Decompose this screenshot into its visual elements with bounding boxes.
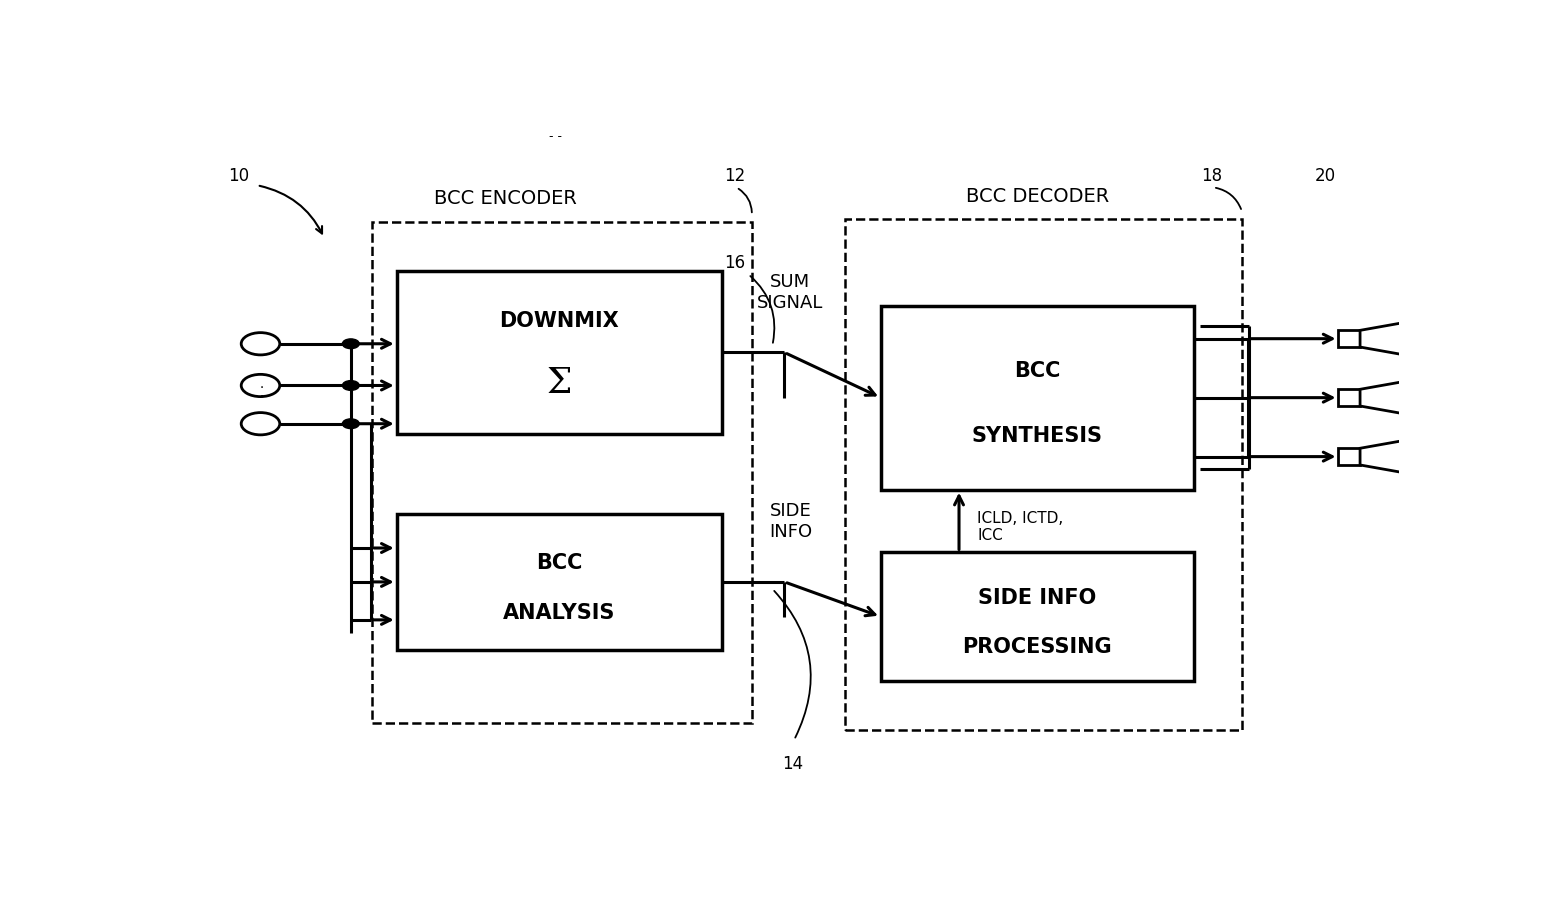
Text: SIDE INFO: SIDE INFO — [977, 588, 1097, 608]
Text: 14: 14 — [782, 754, 803, 772]
Text: BCC: BCC — [536, 552, 583, 572]
Text: SYNTHESIS: SYNTHESIS — [971, 425, 1103, 445]
Text: Σ: Σ — [547, 365, 572, 400]
Bar — [396, 514, 721, 650]
Text: BCC DECODER: BCC DECODER — [965, 187, 1110, 206]
Text: 12: 12 — [724, 167, 746, 185]
Text: BCC ENCODER: BCC ENCODER — [434, 189, 577, 208]
Text: PROCESSING: PROCESSING — [962, 637, 1113, 657]
Polygon shape — [1360, 440, 1406, 474]
Text: - -: - - — [549, 130, 563, 143]
Circle shape — [342, 382, 359, 391]
Polygon shape — [1360, 323, 1406, 356]
Text: 20: 20 — [1315, 167, 1335, 185]
Text: DOWNMIX: DOWNMIX — [499, 310, 618, 330]
Text: SUM
SIGNAL: SUM SIGNAL — [757, 272, 824, 311]
Bar — [396, 272, 721, 435]
Text: SIDE
INFO: SIDE INFO — [769, 502, 813, 540]
Text: BCC: BCC — [1015, 361, 1060, 381]
Text: . .: . . — [253, 383, 267, 396]
Bar — [1338, 449, 1360, 465]
Polygon shape — [1360, 382, 1406, 415]
Text: ANALYSIS: ANALYSIS — [503, 602, 615, 622]
Circle shape — [342, 339, 359, 349]
Text: ICLD, ICTD,
ICC: ICLD, ICTD, ICC — [977, 510, 1063, 542]
Bar — [845, 219, 1242, 730]
Text: 16: 16 — [724, 254, 746, 272]
Bar — [1338, 331, 1360, 347]
Bar — [373, 223, 752, 723]
Bar — [1338, 390, 1360, 407]
Bar — [881, 306, 1193, 490]
Circle shape — [342, 419, 359, 429]
Text: 18: 18 — [1201, 167, 1221, 185]
Text: 10: 10 — [228, 167, 249, 185]
Bar — [881, 553, 1193, 681]
